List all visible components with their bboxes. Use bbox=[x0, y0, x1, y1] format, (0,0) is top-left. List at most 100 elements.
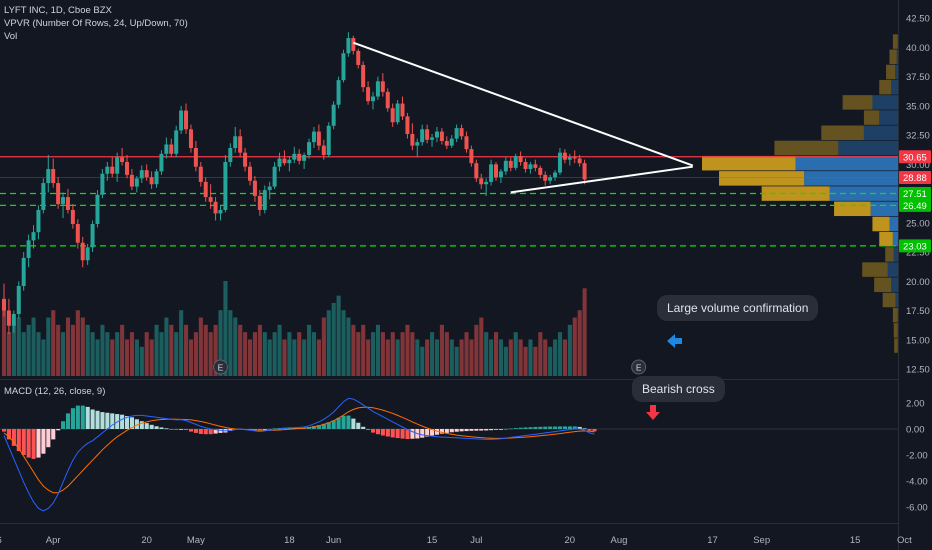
price-tick-label: 20.00 bbox=[906, 277, 930, 288]
candle-body bbox=[302, 154, 307, 161]
volume-bar bbox=[277, 324, 282, 376]
candle-body bbox=[105, 166, 110, 174]
candle-body bbox=[292, 153, 297, 160]
macd-histogram-bar bbox=[513, 428, 518, 429]
volume-bar bbox=[459, 339, 464, 376]
volume-bar bbox=[503, 346, 508, 376]
volume-bar bbox=[548, 346, 553, 376]
price-tick-label: 32.50 bbox=[906, 131, 930, 142]
macd-tick-label: -6.00 bbox=[906, 503, 928, 514]
volume-bar bbox=[336, 295, 341, 376]
vpvr-legend: VPVR (Number Of Rows, 24, Up/Down, 70) bbox=[4, 18, 188, 29]
macd-histogram-bar bbox=[464, 429, 469, 432]
macd-histogram-bar bbox=[311, 426, 317, 429]
candle-body bbox=[553, 172, 558, 178]
time-tick-label: May bbox=[187, 535, 205, 546]
volume-bar bbox=[582, 288, 587, 376]
volume-bar bbox=[61, 332, 66, 376]
volume-bar bbox=[169, 324, 174, 376]
vp-row-up bbox=[879, 231, 893, 247]
volume-bar bbox=[380, 332, 385, 376]
candle-body bbox=[557, 152, 562, 173]
macd-histogram-bar bbox=[51, 429, 56, 440]
candle-body bbox=[31, 232, 36, 241]
macd-histogram-bar bbox=[2, 429, 7, 432]
candle-body bbox=[311, 131, 316, 143]
volume-bar bbox=[2, 310, 7, 376]
volume-bar bbox=[464, 332, 469, 376]
price-level-label: 27.51 bbox=[903, 189, 927, 200]
volume-bar bbox=[341, 310, 346, 376]
volume-bar bbox=[248, 339, 253, 376]
candle-body bbox=[405, 116, 410, 134]
candle-body bbox=[75, 223, 80, 243]
volume-bar bbox=[85, 324, 90, 376]
volume-bar bbox=[228, 310, 233, 376]
macd-histogram-bar bbox=[380, 429, 385, 436]
volume-bar bbox=[218, 310, 223, 376]
volume-bar bbox=[523, 346, 528, 376]
macd-histogram-bar bbox=[484, 429, 489, 431]
macd-histogram-bar bbox=[41, 429, 46, 454]
vp-row-down bbox=[893, 247, 898, 262]
vp-row-up bbox=[863, 110, 880, 125]
candle-body bbox=[144, 170, 149, 178]
vp-row-down bbox=[804, 171, 898, 186]
macd-histogram-bar bbox=[385, 429, 390, 437]
candle-body bbox=[548, 177, 553, 181]
candle-body bbox=[523, 162, 528, 170]
volume-bar bbox=[6, 332, 12, 376]
macd-histogram-bar bbox=[154, 426, 159, 429]
candle-body bbox=[90, 223, 95, 248]
volume-bar bbox=[46, 317, 51, 376]
volume-bar bbox=[538, 332, 543, 376]
volume-bar bbox=[430, 332, 435, 376]
candle-body bbox=[169, 144, 174, 154]
macd-histogram-bar bbox=[134, 419, 139, 429]
candle-body bbox=[70, 209, 75, 224]
vp-row-down bbox=[795, 155, 898, 171]
candle-body bbox=[198, 166, 203, 182]
candle-body bbox=[479, 178, 484, 185]
volume-bar bbox=[449, 339, 454, 376]
candle-body bbox=[543, 174, 548, 181]
macd-histogram-bar bbox=[572, 426, 577, 429]
candle-body bbox=[508, 160, 513, 168]
macd-histogram-bar bbox=[331, 420, 336, 429]
candle-body bbox=[331, 104, 336, 126]
volume-bar bbox=[272, 332, 277, 376]
candle-body bbox=[248, 166, 252, 181]
volume-bar bbox=[129, 332, 135, 376]
volume-bar bbox=[425, 339, 430, 376]
volume-bar bbox=[21, 332, 26, 376]
macd-histogram-bar bbox=[120, 414, 125, 429]
time-tick-label: Jul bbox=[470, 535, 482, 546]
candle-body bbox=[351, 38, 356, 51]
volume-bar bbox=[100, 324, 105, 376]
macd-histogram-bar bbox=[218, 429, 223, 433]
time-tick-label: Apr bbox=[46, 535, 61, 546]
candle-body bbox=[395, 103, 400, 123]
macd-histogram-bar bbox=[46, 429, 51, 448]
volume-bar bbox=[395, 339, 400, 376]
volume-bar bbox=[415, 339, 420, 376]
volume-bar bbox=[311, 332, 317, 376]
volume-bar bbox=[321, 317, 326, 376]
candle-body bbox=[341, 53, 346, 81]
volume-bar bbox=[439, 324, 444, 376]
volume-bar bbox=[287, 332, 292, 376]
macd-histogram-bar bbox=[213, 429, 218, 434]
macd-histogram-bar bbox=[21, 429, 26, 455]
vp-row-up bbox=[893, 323, 898, 338]
macd-histogram-bar bbox=[100, 412, 105, 429]
volume-bar bbox=[518, 339, 523, 376]
volume-bar bbox=[434, 339, 440, 376]
macd-histogram-bar bbox=[489, 429, 494, 431]
vp-row-up bbox=[892, 34, 898, 49]
macd-histogram-bar bbox=[336, 417, 341, 429]
time-tick-label: Oct bbox=[897, 535, 912, 546]
macd-histogram-bar bbox=[538, 426, 543, 429]
volume-bar bbox=[316, 339, 321, 376]
macd-legend: MACD (12, 26, close, 9) bbox=[4, 386, 106, 397]
